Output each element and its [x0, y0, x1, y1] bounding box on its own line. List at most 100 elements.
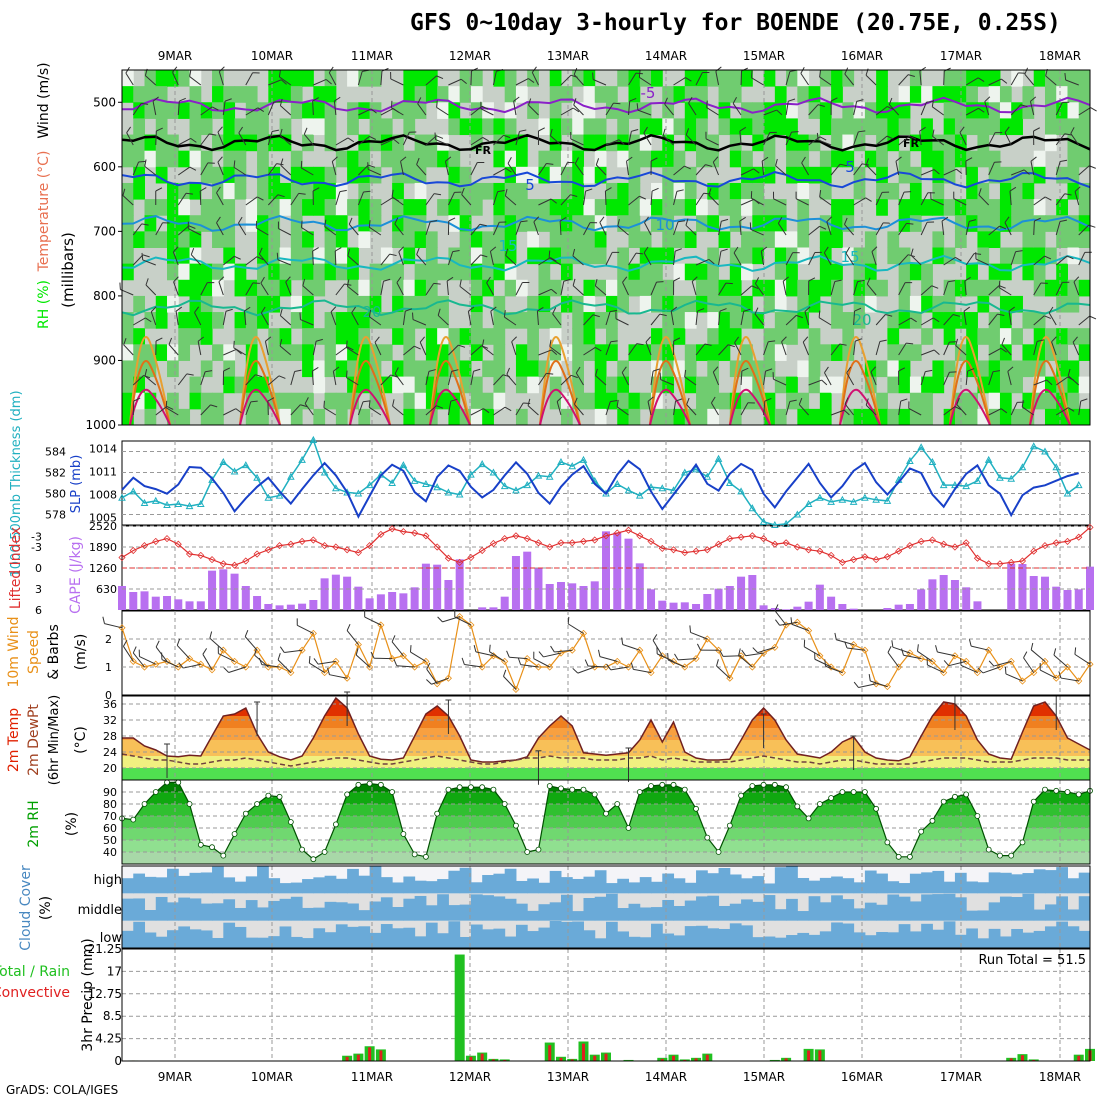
thickness-point — [1063, 489, 1072, 497]
rh-cell — [560, 118, 573, 136]
precip-total-bar — [454, 954, 465, 1061]
rh-cell — [437, 360, 449, 378]
rh-cell — [662, 231, 675, 248]
precip-convective-bar — [570, 1059, 574, 1061]
rh-cell — [1044, 86, 1057, 103]
rh-cell — [279, 328, 292, 345]
rh-cell — [999, 166, 1012, 184]
rh-cell — [347, 102, 359, 119]
rh-cell — [245, 295, 258, 313]
rh-cell — [358, 199, 371, 216]
rh-cell — [977, 247, 990, 265]
wind-barb-flag — [486, 276, 491, 284]
thickness-point — [793, 510, 802, 518]
li-point — [208, 556, 216, 564]
rh-point — [715, 849, 722, 855]
li-point — [917, 537, 925, 545]
rh-cell — [358, 360, 371, 378]
wind-barb-flag — [956, 397, 960, 405]
cloud-cell — [763, 895, 776, 921]
rh-cell — [808, 328, 821, 345]
li-point — [444, 554, 452, 562]
li-point — [118, 553, 126, 562]
rh-cell — [1022, 263, 1035, 281]
li-point — [748, 532, 756, 540]
rh-cell — [482, 231, 494, 248]
thickness-point — [928, 457, 937, 465]
wind-barb — [1074, 191, 1080, 206]
rh-cell — [392, 231, 404, 248]
precip-convective-bar — [491, 1059, 495, 1061]
cape-bar — [737, 576, 746, 610]
rh-cell — [482, 247, 494, 265]
surface-wind-barb-flag — [132, 646, 137, 654]
rh-cell — [954, 312, 967, 329]
wind-barb — [853, 341, 856, 356]
rh-cell — [909, 182, 922, 200]
wind-barb — [470, 345, 482, 356]
wind-barb-flag — [969, 219, 977, 222]
wind-barb-flag — [1059, 219, 1067, 223]
rh-cell — [324, 231, 337, 248]
li-point — [140, 542, 149, 550]
thickness-point — [332, 484, 340, 492]
wind-barb-flag — [398, 246, 404, 253]
cloud-cell — [493, 873, 506, 894]
warm-contour — [429, 388, 471, 426]
wind-barb-flag — [1020, 104, 1028, 108]
wind-barb-flag — [573, 67, 578, 75]
rh-cell — [133, 182, 146, 200]
rh-cell — [819, 102, 832, 119]
rh-cell — [1067, 70, 1080, 87]
cloud-cell — [718, 905, 731, 921]
rh-cell — [448, 118, 461, 136]
rh-cell — [786, 166, 798, 184]
wind-barb-flag — [1067, 368, 1071, 376]
rh-cell — [144, 215, 157, 232]
rh-cell — [324, 70, 337, 87]
rh-point — [884, 839, 891, 846]
cloud-cell — [335, 924, 348, 948]
rh-cell — [752, 247, 765, 265]
surface-wind-barb — [355, 654, 370, 668]
thickness-point — [365, 481, 374, 489]
rh-tick: 40 — [103, 846, 117, 859]
rh-point — [1019, 839, 1026, 846]
rh-cell — [335, 344, 348, 361]
rh-cell — [572, 360, 584, 378]
rh-cell — [324, 182, 337, 200]
rh-cell — [617, 376, 630, 394]
rh-point — [614, 801, 621, 807]
date-label-top: 16MAR — [841, 49, 883, 63]
li-point — [456, 558, 464, 566]
warm-contour — [729, 336, 771, 426]
rh-point — [321, 849, 328, 855]
pressure-tick: 1000 — [85, 418, 116, 432]
rh-cell — [212, 312, 224, 329]
rh-cell — [763, 295, 776, 313]
rh-cell — [133, 102, 146, 119]
rh-cell — [594, 344, 607, 361]
surface-wind-barb — [202, 654, 213, 671]
rh-cell — [358, 231, 371, 248]
cape-bar — [939, 575, 948, 610]
wind-barb — [380, 253, 391, 266]
rh-cell — [470, 279, 483, 297]
rh-cell — [763, 199, 776, 216]
rh-cell — [921, 150, 933, 168]
wind-barb — [1004, 222, 1012, 236]
wind-barb-flag — [144, 159, 147, 167]
rh-point — [400, 831, 407, 837]
rh-cell — [245, 344, 258, 361]
rh-cell — [459, 360, 472, 378]
rh-cell — [943, 199, 956, 216]
wind-barb-flag — [258, 247, 263, 255]
cape-bar — [894, 604, 903, 610]
rh-cell — [470, 312, 483, 329]
wind-barb — [953, 198, 967, 206]
wind-barb — [560, 194, 571, 206]
temp-axis-label: 2m DewPt — [26, 704, 42, 776]
wind-barb — [403, 345, 415, 356]
isotherm-5 — [121, 171, 1091, 189]
wind-speed-point — [692, 655, 700, 663]
